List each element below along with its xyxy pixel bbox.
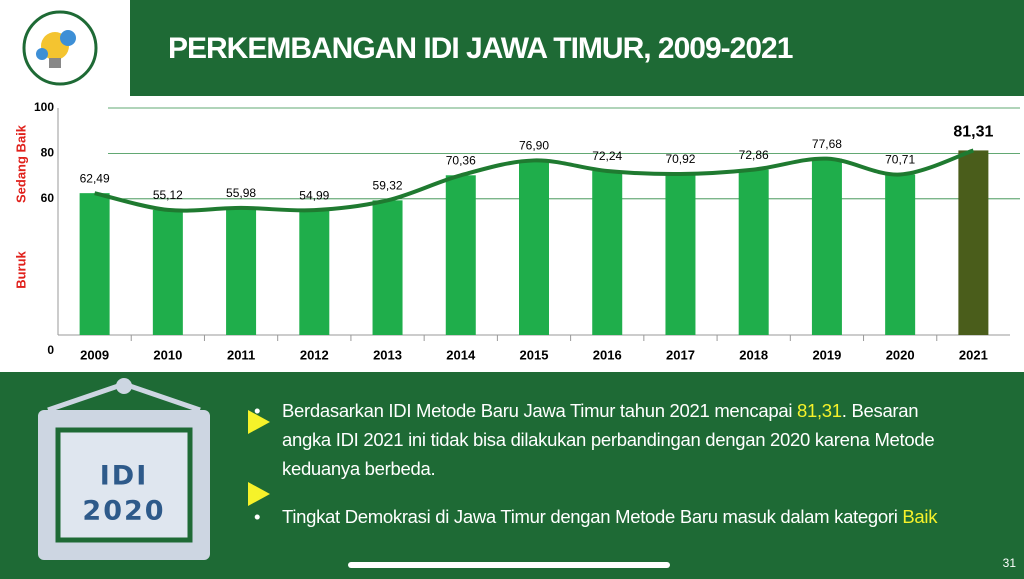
slide-title: PERKEMBANGAN IDI JAWA TIMUR, 2009-2021: [168, 32, 793, 65]
bar: [519, 160, 549, 335]
bullet-text: Tingkat Demokrasi di Jawa Timur dengan M…: [282, 506, 903, 527]
arrows: [248, 410, 270, 506]
annotation: Sedang Baik: [13, 124, 28, 203]
x-tick-label: 2018: [739, 347, 768, 362]
value-label: 77,68: [812, 137, 842, 151]
bullet: • Berdasarkan IDI Metode Baru Jawa Timur …: [254, 400, 935, 479]
chart: PERKEMBANGAN IDI JAWA TIMUR, 2009-2021 S…: [13, 0, 1024, 363]
x-tick-label: 2020: [886, 347, 915, 362]
bar: [445, 175, 476, 335]
bar: [79, 193, 110, 335]
bullet-text: Berdasarkan IDI Metode Baru Jawa Timur t…: [282, 400, 797, 421]
value-label: 59,32: [373, 179, 403, 193]
bullet: • Tingkat Demokrasi di Jawa Timur dengan …: [254, 506, 938, 527]
value-label: 62,49: [80, 171, 110, 185]
bar: [738, 169, 769, 335]
bar: [372, 200, 403, 335]
bar: [885, 174, 916, 335]
bottom-panel: IDI 2020 • Berdasarkan IDI Metode Baru Ja…: [0, 372, 1024, 579]
value-label: 72,86: [739, 148, 769, 162]
x-tick-label: 2016: [593, 347, 622, 362]
value-label: 70,36: [446, 153, 476, 167]
x-tick-label: 2013: [373, 347, 402, 362]
page-number: 31: [1002, 556, 1016, 570]
value-label: 54,99: [299, 188, 329, 202]
logo: [22, 10, 98, 86]
value-label: 55,98: [226, 186, 256, 200]
annotation: Buruk: [13, 250, 28, 288]
scrollbar: [348, 562, 670, 568]
x-tick-label: 2017: [666, 347, 695, 362]
header-bar: [130, 0, 1024, 96]
bar: [299, 210, 330, 335]
value-label: 70,92: [665, 152, 695, 166]
value-label: 72,24: [592, 149, 622, 163]
x-tick-label: 2014: [446, 347, 476, 362]
trend-line: [94, 148, 975, 213]
y-tick-label: 100: [34, 100, 54, 114]
y-tick-label: 80: [41, 146, 55, 160]
value-label: 81,31: [953, 124, 993, 141]
bar: [958, 150, 989, 335]
icon-label: 2020: [82, 496, 165, 527]
value-label: 76,90: [519, 139, 549, 153]
bar: [811, 158, 842, 335]
x-tick-label: 2012: [300, 347, 329, 362]
x-tick-label: 2021: [959, 347, 988, 362]
x-tick-label: 2015: [520, 347, 549, 362]
bullet-text: . Besaran angka IDI 2021 ini tidak bisa …: [282, 400, 935, 479]
bar: [592, 171, 623, 335]
x-tick-label: 2009: [80, 347, 109, 362]
icon-label: IDI: [100, 461, 149, 492]
y-tick-label: 60: [41, 191, 55, 205]
highlight: 81,31: [796, 400, 842, 421]
x-tick-label: 2010: [153, 347, 182, 362]
frame-icon: IDI 2020: [38, 378, 210, 560]
highlight: Baik: [902, 506, 938, 527]
x-tick-label: 2019: [812, 347, 841, 362]
x-tick-label: 2011: [227, 347, 255, 362]
value-label: 55,12: [153, 188, 183, 202]
bar: [152, 209, 183, 335]
bar: [226, 207, 257, 335]
value-label: 70,71: [885, 153, 915, 167]
bar: [665, 174, 696, 335]
y-tick-label: 0: [47, 343, 54, 357]
